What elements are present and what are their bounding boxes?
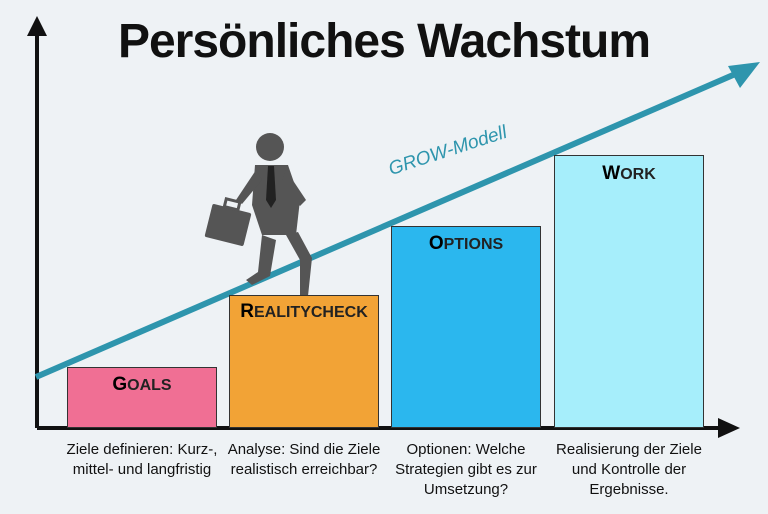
page-title: Persönliches Wachstum	[117, 15, 651, 68]
step-options-label: OPTIONS	[392, 233, 540, 255]
step-realitycheck-label: REALITYCHECK	[230, 301, 378, 323]
step-work: WORK	[554, 155, 704, 428]
step-goals: GOALS	[67, 367, 217, 428]
caption-goals: Ziele definieren: Kurz-, mittel- und lan…	[66, 441, 218, 478]
step-realitycheck-initial: R	[240, 301, 254, 322]
caption-work: Realisierung der Ziele und Kontrolle der…	[556, 441, 702, 498]
caption-options: Optionen: Welche Strategien gibt es zur …	[395, 441, 537, 498]
x-axis-arrowhead	[718, 418, 740, 438]
step-options-initial: O	[428, 233, 444, 254]
grow-arrow	[34, 62, 760, 380]
step-goals-initial: G	[112, 374, 128, 395]
y-axis-arrowhead	[27, 16, 47, 36]
businessman-walking-icon	[236, 133, 312, 296]
briefcase-icon	[204, 196, 252, 246]
grow-arrowhead	[728, 62, 760, 88]
step-realitycheck-rest: EALITYCHECK	[253, 304, 368, 321]
caption-realitycheck: Analyse: Sind die Ziele realistisch erre…	[227, 441, 381, 478]
axes	[27, 16, 740, 438]
step-goals-rest: OALS	[127, 377, 172, 394]
step-options-rest: PTIONS	[443, 236, 504, 253]
step-options: OPTIONS	[391, 226, 541, 428]
step-work-rest: ORK	[620, 166, 656, 183]
step-work-initial: W	[602, 163, 621, 184]
step-work-label: WORK	[555, 163, 703, 185]
step-goals-label: GOALS	[68, 374, 216, 396]
step-realitycheck: REALITYCHECK	[229, 295, 379, 428]
